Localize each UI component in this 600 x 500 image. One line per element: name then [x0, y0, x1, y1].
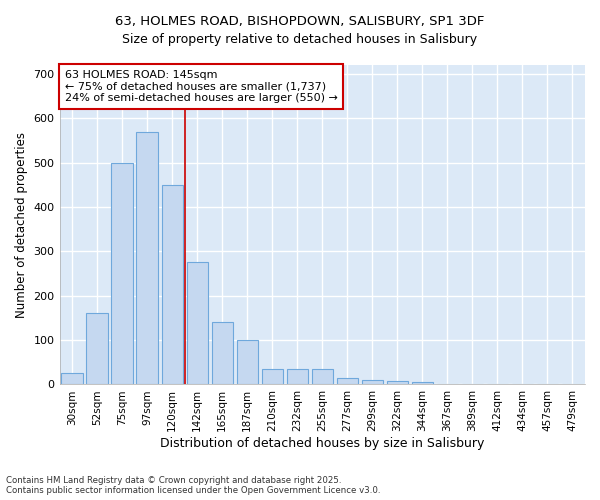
Bar — [236, 340, 258, 384]
Bar — [136, 132, 158, 384]
Bar — [212, 322, 233, 384]
Bar — [287, 369, 308, 384]
Text: Contains HM Land Registry data © Crown copyright and database right 2025.
Contai: Contains HM Land Registry data © Crown c… — [6, 476, 380, 495]
Bar — [262, 369, 283, 384]
Bar — [61, 374, 83, 384]
Bar — [187, 262, 208, 384]
Text: 63 HOLMES ROAD: 145sqm
← 75% of detached houses are smaller (1,737)
24% of semi-: 63 HOLMES ROAD: 145sqm ← 75% of detached… — [65, 70, 338, 103]
Y-axis label: Number of detached properties: Number of detached properties — [15, 132, 28, 318]
Bar — [86, 314, 108, 384]
Bar — [161, 185, 183, 384]
Text: 63, HOLMES ROAD, BISHOPDOWN, SALISBURY, SP1 3DF: 63, HOLMES ROAD, BISHOPDOWN, SALISBURY, … — [115, 15, 485, 28]
Bar — [112, 162, 133, 384]
Bar — [311, 369, 333, 384]
Bar — [387, 381, 408, 384]
Bar — [412, 382, 433, 384]
Text: Size of property relative to detached houses in Salisbury: Size of property relative to detached ho… — [122, 32, 478, 46]
X-axis label: Distribution of detached houses by size in Salisbury: Distribution of detached houses by size … — [160, 437, 484, 450]
Bar — [337, 378, 358, 384]
Bar — [362, 380, 383, 384]
